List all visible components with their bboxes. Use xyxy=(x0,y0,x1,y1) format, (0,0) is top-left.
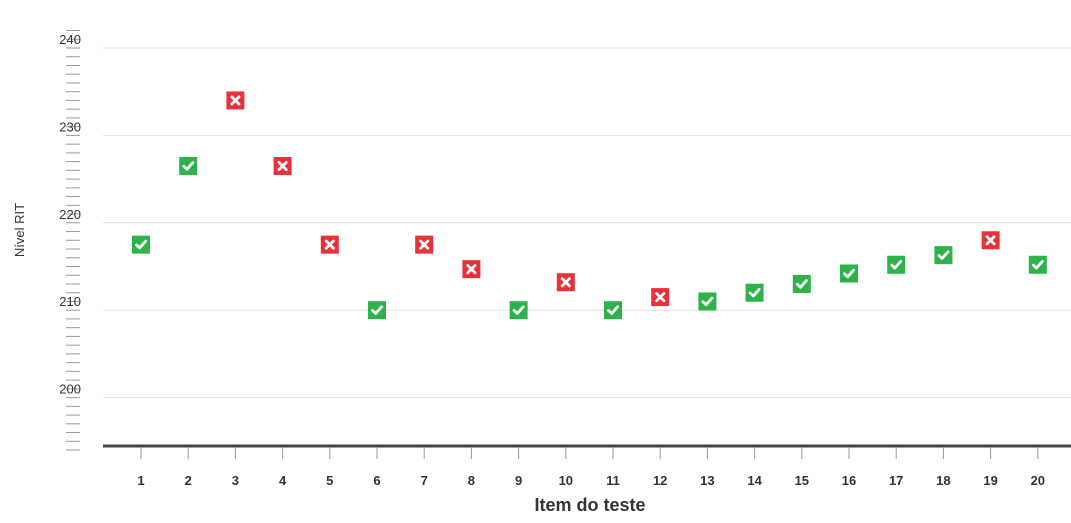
data-point-incorrect xyxy=(226,91,245,110)
data-point-correct xyxy=(840,264,858,283)
x-tick-label: 14 xyxy=(747,473,762,488)
check-icon xyxy=(371,305,383,315)
x-icon xyxy=(985,235,996,246)
x-icon xyxy=(324,239,335,250)
check-icon xyxy=(843,268,855,279)
x-icon xyxy=(419,239,430,250)
x-tick-label: 4 xyxy=(279,473,287,488)
y-tick-label: 220 xyxy=(59,207,81,222)
gridlines xyxy=(103,47,1071,399)
y-tick-label: 210 xyxy=(59,294,81,309)
data-point-correct xyxy=(745,283,764,302)
y-tick-label: 240 xyxy=(59,32,81,47)
x-tick-label: 15 xyxy=(795,473,809,488)
data-point-incorrect xyxy=(556,273,575,292)
x-tick-label: 17 xyxy=(889,473,903,488)
y-tick-label: 200 xyxy=(59,382,81,397)
data-point-correct xyxy=(368,301,386,320)
data-point-incorrect xyxy=(651,288,670,307)
x-icon xyxy=(560,277,571,288)
x-icon xyxy=(230,95,241,106)
data-point-correct xyxy=(698,292,717,311)
data-point-incorrect xyxy=(273,156,292,175)
check-icon xyxy=(701,296,714,307)
x-tick-label: 5 xyxy=(326,473,333,488)
y-axis-label: Nível RIT xyxy=(12,203,27,257)
data-point-correct xyxy=(179,156,198,175)
data-point-correct xyxy=(132,235,150,254)
x-tick-label: 7 xyxy=(421,473,428,488)
y-tick-label: 230 xyxy=(59,119,81,134)
data-point-incorrect xyxy=(981,231,1000,250)
x-icon xyxy=(655,292,666,303)
y-tick-labels: 200 210 220 230 240 xyxy=(59,32,81,397)
x-tick-label: 3 xyxy=(232,473,239,488)
x-tick-label: 12 xyxy=(653,473,667,488)
x-ticks: 1 2 3 4 5 6 7 8 9 10 11 12 13 14 15 16 17 18 19 20 xyxy=(137,447,1045,488)
data-point-incorrect xyxy=(415,235,434,254)
x-tick-label: 6 xyxy=(373,473,380,488)
data-point-correct xyxy=(887,255,906,274)
x-tick-label: 11 xyxy=(606,473,620,488)
data-point-correct xyxy=(604,301,622,320)
x-tick-label: 16 xyxy=(842,473,856,488)
check-icon xyxy=(607,305,619,315)
check-icon xyxy=(748,287,761,298)
x-tick-label: 2 xyxy=(185,473,192,488)
check-icon xyxy=(182,161,195,171)
x-tick-label: 18 xyxy=(936,473,950,488)
x-tick-label: 8 xyxy=(468,473,475,488)
check-icon xyxy=(1031,259,1044,270)
data-point-correct xyxy=(509,301,528,320)
check-icon xyxy=(890,259,903,270)
check-icon xyxy=(937,250,950,260)
x-tick-label: 9 xyxy=(515,473,522,488)
x-tick-label: 10 xyxy=(559,473,573,488)
y-minor-ticks xyxy=(66,30,80,451)
data-point-correct xyxy=(792,274,811,293)
data-point-correct xyxy=(934,246,953,265)
x-tick-label: 1 xyxy=(137,473,144,488)
x-axis-label: Item do teste xyxy=(534,495,645,515)
data-points xyxy=(132,91,1047,320)
x-tick-label: 19 xyxy=(983,473,997,488)
x-icon xyxy=(277,160,288,171)
x-icon xyxy=(466,264,477,275)
check-icon xyxy=(795,279,808,289)
x-tick-label: 13 xyxy=(700,473,714,488)
x-tick-label: 20 xyxy=(1031,473,1045,488)
data-point-correct xyxy=(1028,255,1047,274)
data-point-incorrect xyxy=(320,235,339,254)
check-icon xyxy=(135,239,147,250)
data-point-incorrect xyxy=(462,260,481,279)
check-icon xyxy=(512,305,525,315)
